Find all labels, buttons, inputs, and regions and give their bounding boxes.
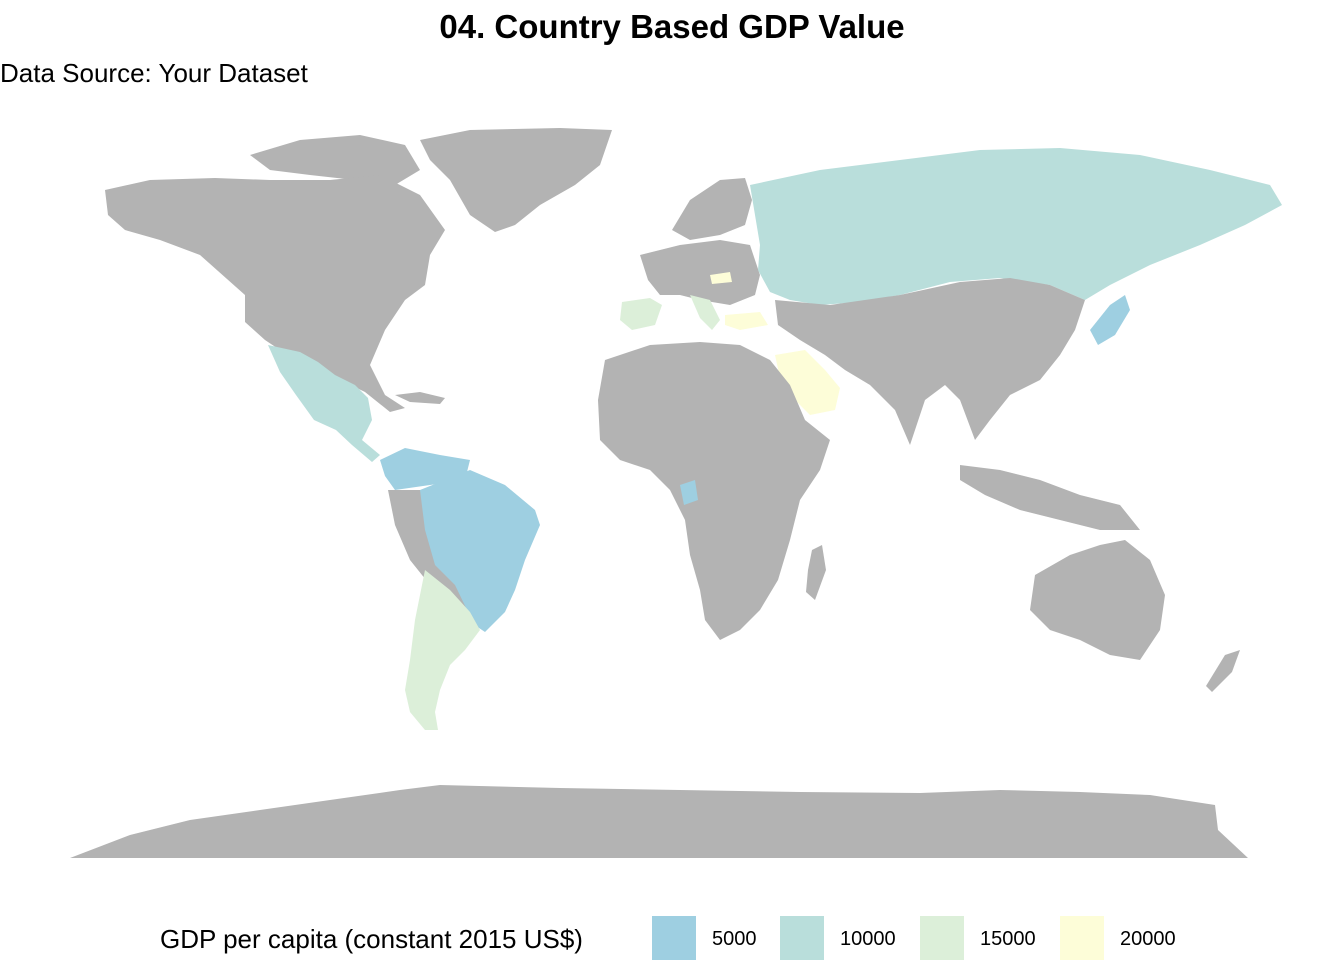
region-mexico-central-america[interactable]: [268, 345, 380, 462]
region-arabia[interactable]: [775, 350, 840, 415]
legend: GDP per capita (constant 2015 US$) 5000 …: [0, 910, 1344, 960]
landmass-maritime-southeast-asia[interactable]: [960, 465, 1140, 530]
landmass-caribbean[interactable]: [395, 392, 445, 404]
landmass-greenland[interactable]: [420, 128, 612, 232]
legend-label-10000: 10000: [840, 928, 896, 950]
region-central-europe[interactable]: [710, 272, 732, 284]
region-iberia[interactable]: [620, 298, 662, 330]
landmass-asia-south-east[interactable]: [775, 278, 1085, 445]
legend-label-20000: 20000: [1120, 928, 1176, 950]
legend-label-15000: 15000: [980, 928, 1036, 950]
landmass-madagascar[interactable]: [806, 545, 826, 600]
legend-title: GDP per capita (constant 2015 US$): [160, 924, 583, 954]
region-italy-balkans[interactable]: [690, 295, 720, 330]
legend-swatch-15000: [920, 916, 964, 960]
region-brazil[interactable]: [415, 470, 540, 632]
legend-swatch-20000: [1060, 916, 1104, 960]
landmass-australia[interactable]: [1030, 540, 1165, 660]
region-central-africa-coast[interactable]: [680, 480, 698, 505]
landmass-scandinavia[interactable]: [672, 178, 752, 240]
region-russia[interactable]: [750, 148, 1282, 305]
region-turkey[interactable]: [725, 312, 768, 330]
legend-swatch-10000: [780, 916, 824, 960]
map-title: 04. Country Based GDP Value: [439, 8, 905, 45]
legend-label-5000: 5000: [712, 928, 757, 950]
region-andes-central[interactable]: [388, 490, 468, 612]
map-subtitle: Data Source: Your Dataset: [0, 58, 308, 88]
landmass-europe[interactable]: [640, 240, 760, 305]
landmass-africa[interactable]: [598, 342, 830, 640]
landmass-north-america[interactable]: [105, 175, 445, 412]
region-japan[interactable]: [1090, 295, 1130, 345]
legend-swatch-5000: [652, 916, 696, 960]
landmass-antarctica[interactable]: [70, 785, 1248, 858]
world-map: [70, 128, 1282, 858]
region-southern-cone[interactable]: [405, 570, 480, 730]
landmass-arctic-islands[interactable]: [250, 135, 420, 185]
landmass-new-zealand[interactable]: [1206, 650, 1240, 692]
